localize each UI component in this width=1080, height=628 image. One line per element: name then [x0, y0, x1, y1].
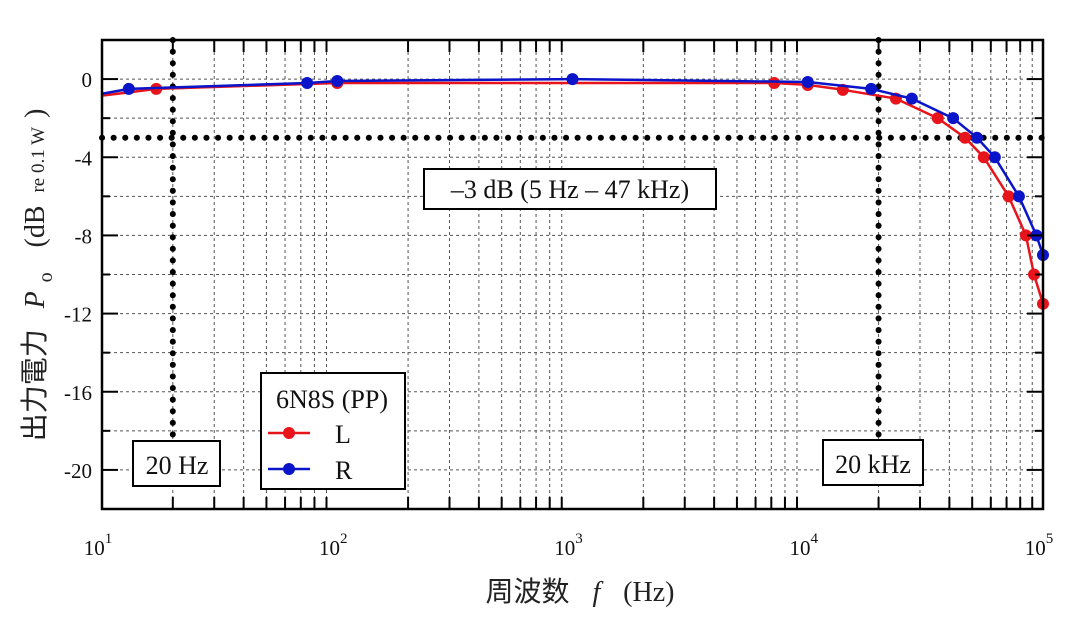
data-point-R — [905, 92, 918, 105]
x-axis-title-unit: (Hz) — [623, 577, 674, 608]
legend-label-R: R — [335, 456, 353, 485]
data-point-L — [1019, 229, 1032, 242]
annotation-20hz-text: 20 Hz — [146, 451, 209, 480]
legend-label-L: L — [335, 420, 351, 449]
data-point-L — [931, 112, 944, 125]
x-tick-label: 103 — [554, 531, 583, 560]
data-point-R — [301, 76, 314, 89]
y-tick-label: -20 — [64, 459, 92, 483]
legend-marker-L — [283, 427, 295, 439]
y-axis-title: 出力電力 P o (dB re 0.1 W ) — [18, 109, 59, 442]
data-point-R — [947, 112, 960, 125]
annotation-3db-text: –3 dB (5 Hz – 47 kHz) — [450, 175, 689, 204]
data-point-R — [988, 151, 1001, 164]
legend-title: 6N8S (PP) — [276, 385, 388, 414]
annotation-20hz: 20 Hz — [132, 440, 221, 487]
data-point-L — [977, 151, 990, 164]
grid-lines — [102, 40, 1043, 509]
data-point-R — [865, 82, 878, 95]
data-point-R — [566, 73, 579, 86]
legend-marker-R — [283, 463, 295, 475]
series-line-L — [101, 81, 1045, 305]
y-axis-title-sub: o — [35, 272, 57, 282]
y-tick-label: -4 — [75, 146, 93, 170]
legend-entry-L: L — [268, 420, 351, 449]
legend-entry-R: R — [268, 456, 353, 485]
data-point-L — [958, 131, 971, 144]
data-point-R — [1012, 190, 1025, 203]
y-tick-label: -16 — [64, 381, 92, 405]
data-point-R — [331, 75, 344, 88]
axis-ticks — [102, 39, 1043, 510]
data-point-R — [970, 131, 983, 144]
data-point-L — [768, 76, 781, 89]
y-axis-title-jp: 出力電力 — [18, 329, 51, 441]
legend: 6N8S (PP) L R — [260, 372, 406, 490]
y-axis-title-unit-open: (dB — [20, 205, 51, 247]
x-tick-label: 104 — [790, 531, 819, 560]
data-point-R — [122, 82, 135, 95]
data-point-R — [801, 76, 814, 89]
x-tick-label: 101 — [84, 531, 113, 560]
y-tick-label: -12 — [64, 303, 92, 327]
x-tick-label: 105 — [1025, 531, 1054, 560]
y-tick-label: -8 — [75, 224, 93, 248]
annotation-3db: –3 dB (5 Hz – 47 kHz) — [423, 168, 717, 210]
data-point-L — [1028, 268, 1041, 281]
data-point-L — [1002, 190, 1015, 203]
tick-labels: 0 -4 -8 -12 -16 -20 101 102 103 104 105 — [64, 68, 1053, 560]
x-tick-label: 102 — [319, 531, 348, 560]
svg-text:出力電力 P o (dB: 出力電力 P o (dB re 0.1 W ) — [18, 109, 59, 442]
x-axis-title: 周波数 f (Hz) — [486, 575, 675, 608]
y-axis-title-var: P — [20, 291, 51, 309]
x-axis-title-var: f — [592, 577, 603, 608]
annotation-20khz: 20 kHz — [822, 439, 924, 486]
y-axis-title-unit-close: ) — [20, 109, 51, 118]
data-series — [101, 73, 1049, 310]
annotation-20khz-text: 20 kHz — [835, 450, 911, 479]
reference-lines — [99, 37, 1046, 444]
x-axis-title-jp: 周波数 — [486, 575, 570, 608]
y-axis-title-unit-ref: re 0.1 W — [28, 127, 49, 193]
y-tick-label: 0 — [82, 68, 93, 92]
